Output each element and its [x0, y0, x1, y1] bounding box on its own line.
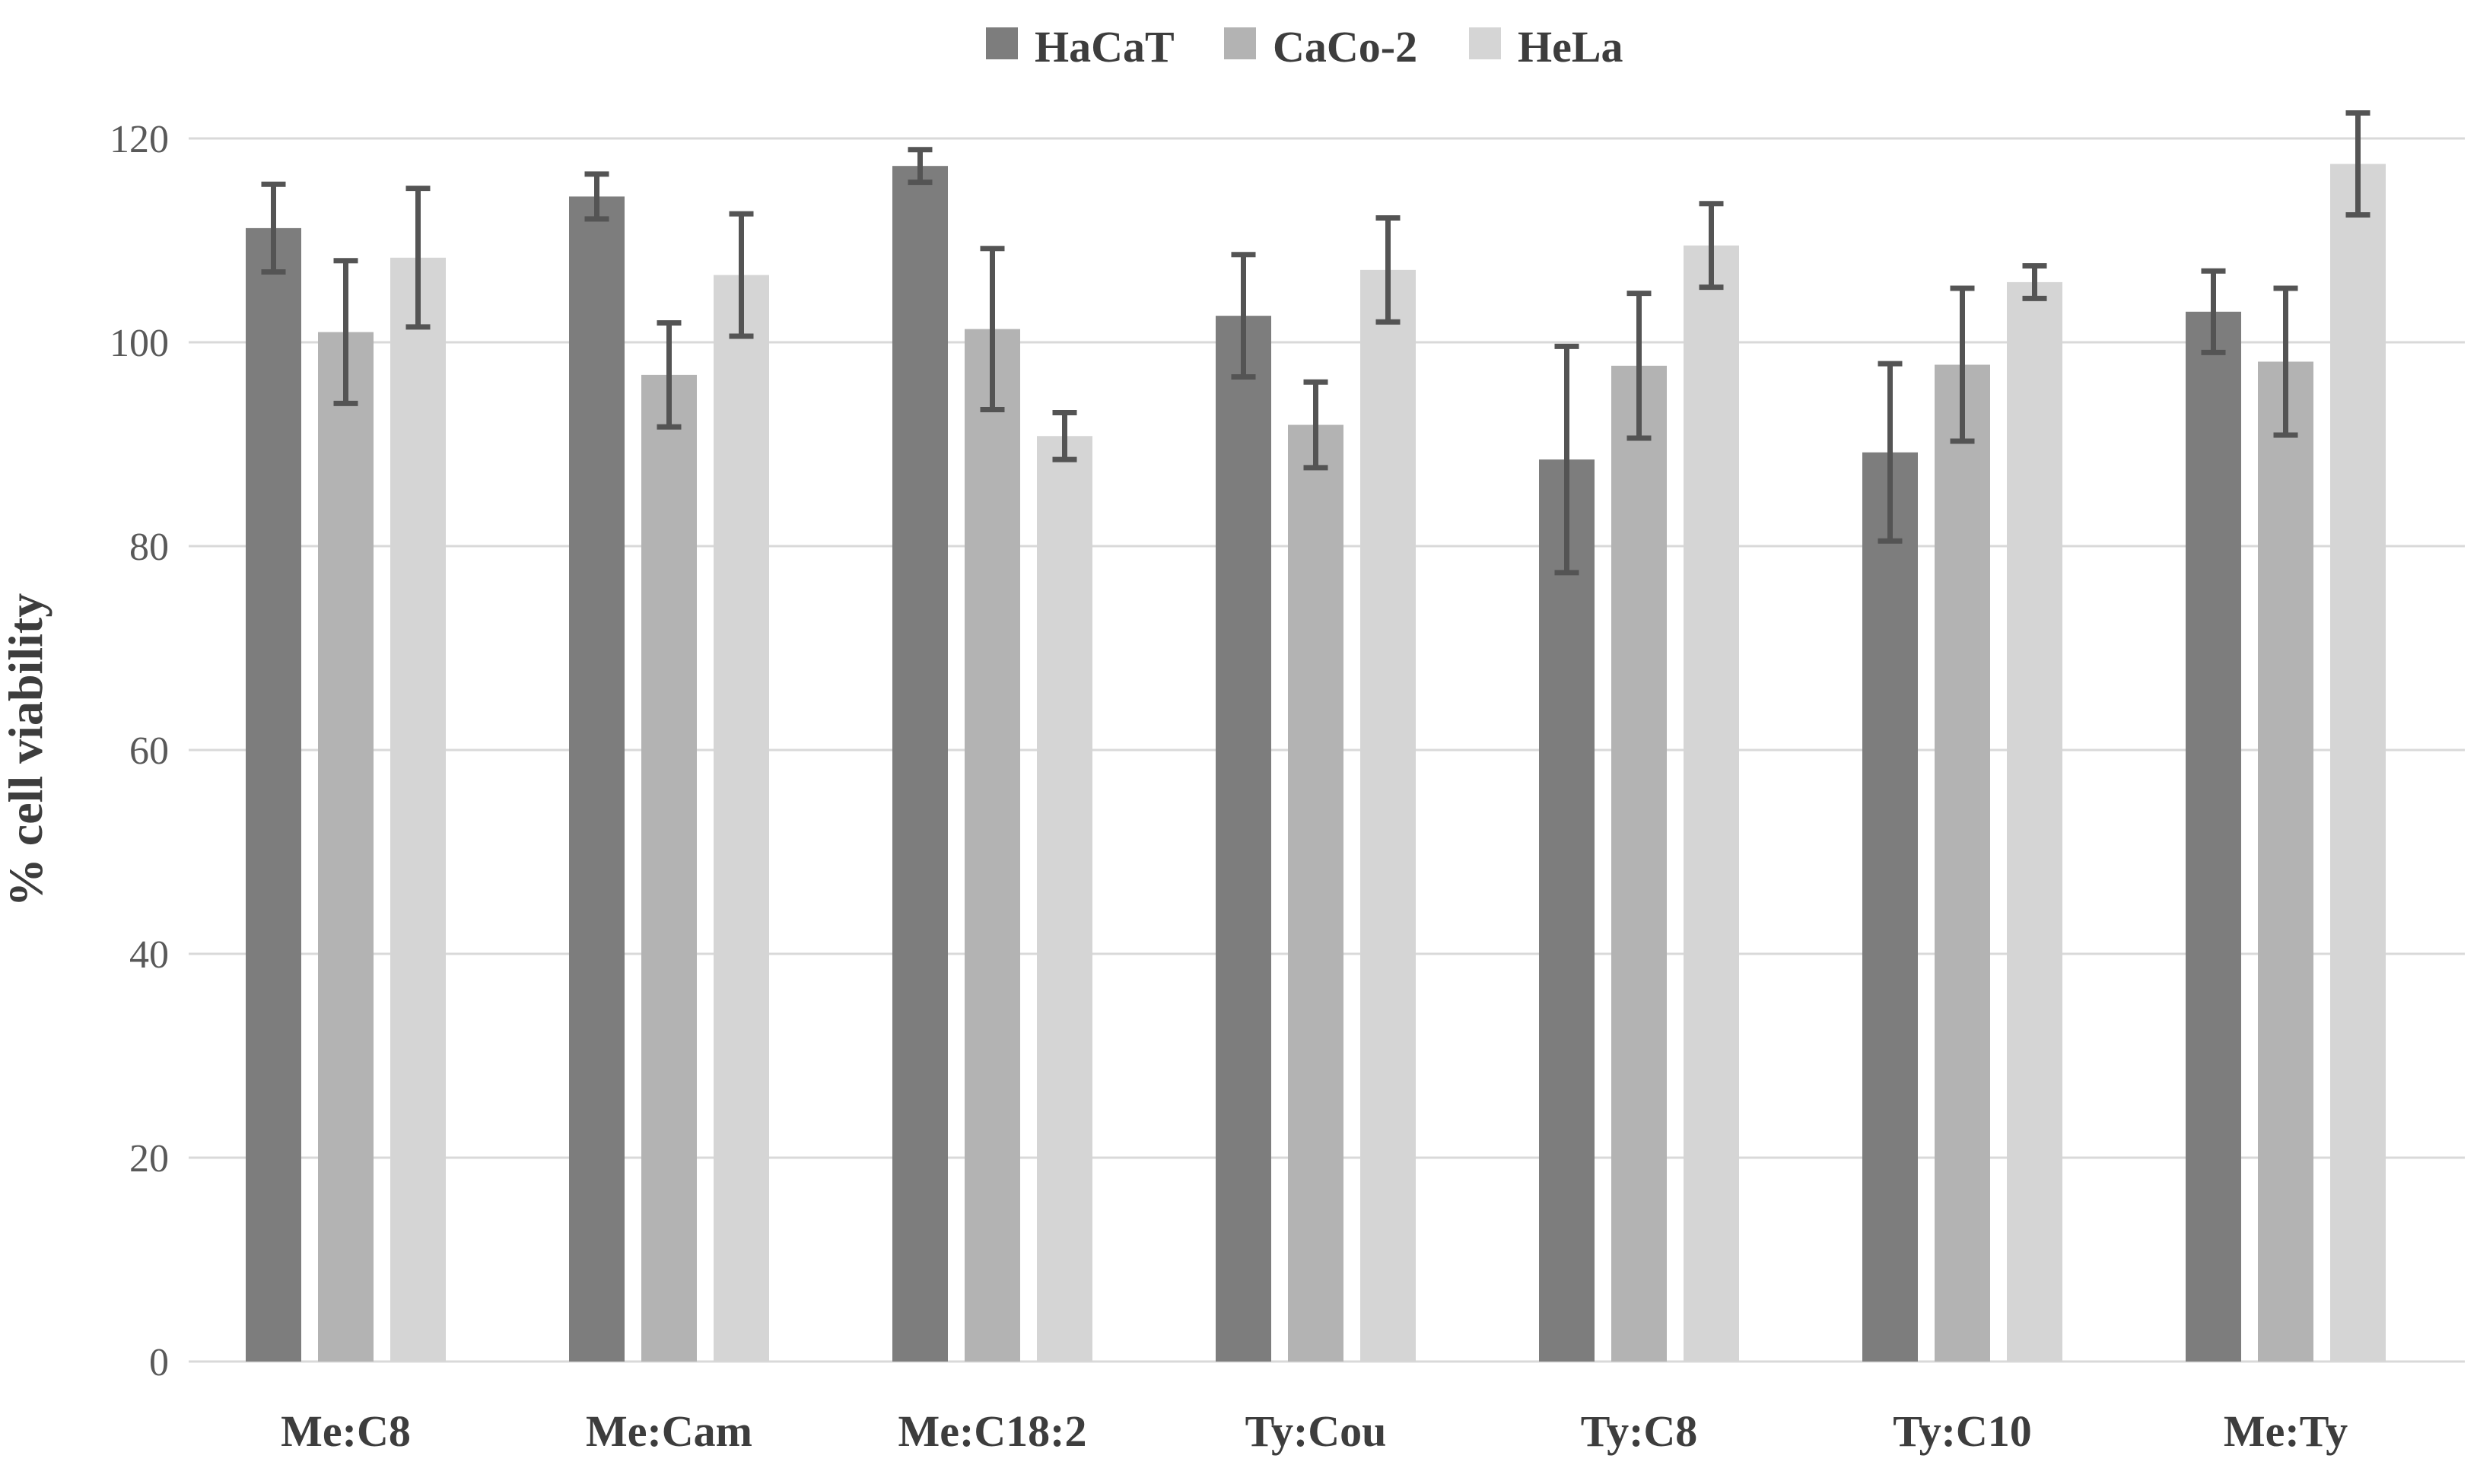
- bar-HeLa-Me:C8: [390, 257, 446, 1362]
- legend-swatch-HeLa: [1469, 27, 1501, 59]
- bar-HaCaT-Me:C8: [246, 227, 301, 1362]
- legend-label-CaCo-2: CaCo-2: [1273, 22, 1417, 71]
- legend-label-HeLa: HeLa: [1518, 22, 1623, 71]
- bar-CaCo-2-Me:C8: [318, 332, 374, 1362]
- bar-HaCaT-Ty:C10: [1862, 452, 1918, 1362]
- bar-CaCo-2-Me:C18:2: [965, 329, 1020, 1362]
- x-category-label-Ty:C10: Ty:C10: [1893, 1406, 2032, 1456]
- x-category-label-Me:C18:2: Me:C18:2: [898, 1406, 1086, 1456]
- bar-HaCaT-Me:C18:2: [892, 166, 948, 1362]
- y-tick-label-100: 100: [110, 322, 169, 365]
- bar-HeLa-Me:Ty: [2330, 164, 2386, 1362]
- bar-HaCaT-Ty:C8: [1539, 459, 1595, 1362]
- bar-CaCo-2-Me:Ty: [2258, 361, 2313, 1362]
- y-tick-label-120: 120: [110, 118, 169, 161]
- bar-CaCo-2-Ty:Cou: [1288, 424, 1343, 1362]
- x-category-label-Me:Cam: Me:Cam: [586, 1406, 752, 1456]
- bar-CaCo-2-Ty:C10: [1935, 364, 1990, 1362]
- x-category-label-Me:C8: Me:C8: [281, 1406, 411, 1456]
- bar-CaCo-2-Me:Cam: [641, 374, 697, 1362]
- bar-HeLa-Me:C18:2: [1037, 436, 1092, 1362]
- bar-HaCaT-Ty:Cou: [1216, 316, 1271, 1362]
- legend-label-HaCaT: HaCaT: [1035, 22, 1175, 71]
- x-category-label-Me:Ty: Me:Ty: [2224, 1406, 2348, 1456]
- bar-HeLa-Ty:C8: [1684, 245, 1739, 1362]
- y-tick-label-60: 60: [129, 729, 169, 773]
- bar-HeLa-Ty:Cou: [1360, 269, 1416, 1362]
- y-tick-label-0: 0: [149, 1341, 169, 1384]
- y-axis-title: % cell viability: [0, 593, 52, 907]
- x-category-label-Ty:Cou: Ty:Cou: [1245, 1406, 1387, 1456]
- y-tick-label-80: 80: [129, 526, 169, 569]
- y-tick-label-40: 40: [129, 933, 169, 977]
- y-tick-label-20: 20: [129, 1137, 169, 1181]
- legend-swatch-CaCo-2: [1224, 27, 1256, 59]
- bar-HeLa-Ty:C10: [2007, 281, 2062, 1362]
- x-category-label-Ty:C8: Ty:C8: [1581, 1406, 1698, 1456]
- legend-swatch-HaCaT: [986, 27, 1018, 59]
- bar-HaCaT-Me:Cam: [569, 196, 625, 1362]
- bar-HeLa-Me:Cam: [714, 275, 769, 1362]
- bar-CaCo-2-Ty:C8: [1611, 365, 1667, 1362]
- bar-HaCaT-Me:Ty: [2186, 311, 2241, 1362]
